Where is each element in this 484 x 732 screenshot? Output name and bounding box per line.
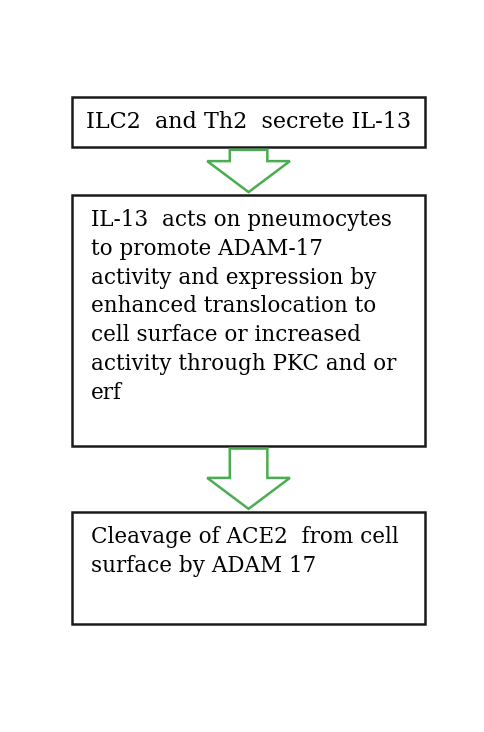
Bar	[72, 97, 424, 147]
Text: ILC2  and Th2  secrete IL-13: ILC2 and Th2 secrete IL-13	[86, 111, 410, 133]
Polygon shape	[207, 449, 289, 509]
Bar	[72, 512, 424, 624]
Text: IL-13  acts on pneumocytes
to promote ADAM-17
activity and expression by
enhance: IL-13 acts on pneumocytes to promote ADA…	[91, 209, 395, 404]
Polygon shape	[207, 150, 289, 192]
Bar	[72, 195, 424, 446]
Text: Cleavage of ACE2  from cell
surface by ADAM 17: Cleavage of ACE2 from cell surface by AD…	[91, 526, 398, 577]
